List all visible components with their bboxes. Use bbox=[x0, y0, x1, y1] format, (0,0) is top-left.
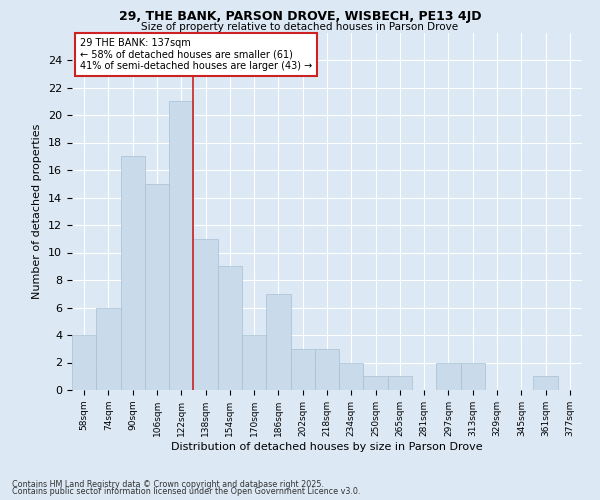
Bar bbox=[266, 294, 290, 390]
Bar bbox=[218, 266, 242, 390]
Bar bbox=[193, 239, 218, 390]
Bar bbox=[242, 335, 266, 390]
Bar bbox=[145, 184, 169, 390]
Text: 29, THE BANK, PARSON DROVE, WISBECH, PE13 4JD: 29, THE BANK, PARSON DROVE, WISBECH, PE1… bbox=[119, 10, 481, 23]
Bar bbox=[315, 349, 339, 390]
Y-axis label: Number of detached properties: Number of detached properties bbox=[32, 124, 43, 299]
Bar bbox=[169, 101, 193, 390]
Bar bbox=[290, 349, 315, 390]
Bar bbox=[364, 376, 388, 390]
Bar bbox=[461, 362, 485, 390]
Bar bbox=[436, 362, 461, 390]
Bar bbox=[388, 376, 412, 390]
Text: Contains HM Land Registry data © Crown copyright and database right 2025.: Contains HM Land Registry data © Crown c… bbox=[12, 480, 324, 489]
Text: Size of property relative to detached houses in Parson Drove: Size of property relative to detached ho… bbox=[142, 22, 458, 32]
Bar bbox=[72, 335, 96, 390]
Bar bbox=[533, 376, 558, 390]
X-axis label: Distribution of detached houses by size in Parson Drove: Distribution of detached houses by size … bbox=[171, 442, 483, 452]
Bar bbox=[121, 156, 145, 390]
Bar bbox=[96, 308, 121, 390]
Text: Contains public sector information licensed under the Open Government Licence v3: Contains public sector information licen… bbox=[12, 487, 361, 496]
Bar bbox=[339, 362, 364, 390]
Text: 29 THE BANK: 137sqm
← 58% of detached houses are smaller (61)
41% of semi-detach: 29 THE BANK: 137sqm ← 58% of detached ho… bbox=[80, 38, 312, 71]
